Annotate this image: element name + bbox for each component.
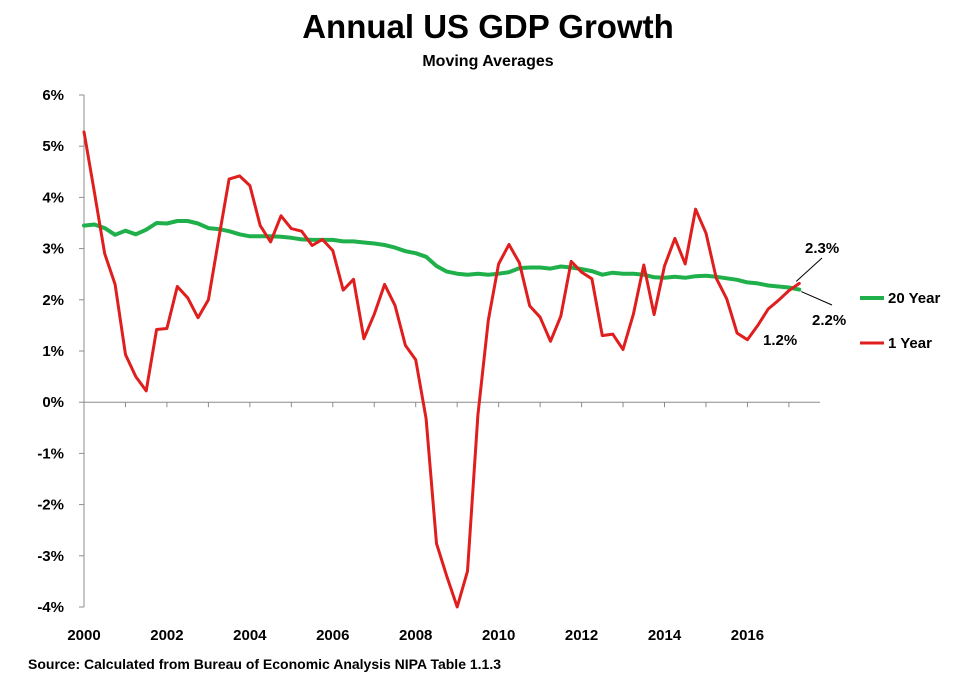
label-1yr-end: 2.3% bbox=[805, 240, 839, 257]
legend: 20 Year 1 Year bbox=[860, 290, 940, 352]
y-tick-label: 4% bbox=[42, 189, 64, 206]
y-tick-label: -2% bbox=[37, 497, 64, 514]
x-tick-label: 2010 bbox=[482, 627, 515, 644]
annotations: 2.3% 2.2% 1.2% bbox=[763, 240, 846, 349]
series-group bbox=[82, 130, 802, 609]
label-20yr-end: 2.2% bbox=[812, 312, 846, 329]
y-tick-label: 2% bbox=[42, 292, 64, 309]
callout-line-1yr-end bbox=[795, 257, 823, 282]
legend-label-1-year: 1 Year bbox=[888, 335, 932, 352]
legend-label-20-year: 20 Year bbox=[888, 290, 940, 307]
x-tick-label: 2006 bbox=[316, 627, 349, 644]
series-line-1-year bbox=[82, 130, 801, 609]
x-tick-label: 2000 bbox=[67, 627, 100, 644]
x-tick-label: 2002 bbox=[150, 627, 183, 644]
chart-subtitle: Moving Averages bbox=[422, 53, 554, 70]
y-tick-label: 1% bbox=[42, 343, 64, 360]
callout-line-20yr-end bbox=[801, 291, 833, 306]
y-tick-label: 5% bbox=[42, 138, 64, 155]
series-line-20-year bbox=[82, 219, 802, 292]
label-1yr-recent-low: 1.2% bbox=[763, 332, 797, 349]
y-tick-label: -4% bbox=[37, 599, 64, 616]
y-tick-label: 6% bbox=[42, 87, 64, 104]
x-tick-label: 2012 bbox=[565, 627, 598, 644]
chart-title: Annual US GDP Growth bbox=[302, 8, 674, 45]
x-tick-label: 2014 bbox=[648, 627, 682, 644]
y-tick-label: -1% bbox=[37, 445, 64, 462]
x-tick-label: 2008 bbox=[399, 627, 432, 644]
y-tick-label: 0% bbox=[42, 394, 64, 411]
axes: 6% 5% 4% 3% 2% 1% 0% -1% -2% -3% -4%2000 2002 2004 20… bbox=[37, 87, 820, 644]
y-tick-label: 3% bbox=[42, 241, 64, 258]
x-tick-label: 2016 bbox=[731, 627, 764, 644]
y-tick-label: -3% bbox=[37, 548, 64, 565]
x-tick-label: 2004 bbox=[233, 627, 267, 644]
source-note: Source: Calculated from Bureau of Econom… bbox=[28, 656, 502, 672]
